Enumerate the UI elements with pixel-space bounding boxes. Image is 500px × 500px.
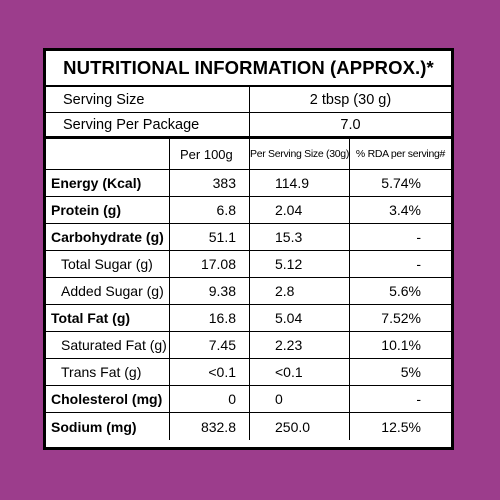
value-per-100g: 17.08: [170, 251, 250, 277]
serving-per-package-row: Serving Per Package 7.0: [46, 113, 451, 139]
serving-size-value: 2 tbsp (30 g): [309, 91, 392, 108]
value-rda: -: [416, 229, 421, 245]
table-row: Trans Fat (g) <0.1 <0.1 5%: [46, 359, 451, 386]
value-rda: 12.5%: [381, 418, 421, 435]
nutrient-name: Trans Fat (g): [46, 359, 170, 385]
value-rda: -: [416, 256, 421, 272]
value-per-100g: 51.1: [170, 224, 250, 250]
value-per-100g: 0: [170, 386, 250, 412]
column-header-row: Per 100g Per Serving Size (30g) % RDA pe…: [46, 139, 451, 170]
serving-per-package-value: 7.0: [340, 116, 361, 133]
value-per-100g: 7.45: [170, 332, 250, 358]
value-per-serving: 2.8: [250, 278, 350, 304]
value-per-100g: 9.38: [170, 278, 250, 304]
value-rda: 3.4%: [389, 202, 421, 218]
header-rda: % RDA per serving#: [355, 148, 446, 160]
value-per-100g: <0.1: [170, 359, 250, 385]
header-name: [46, 139, 170, 169]
value-per-serving: 114.9: [250, 170, 350, 196]
nutrient-name: Cholesterol (mg): [46, 386, 170, 412]
value-per-serving: 5.12: [250, 251, 350, 277]
nutrient-name: Added Sugar (g): [46, 278, 170, 304]
table-row: Added Sugar (g) 9.38 2.8 5.6%: [46, 278, 451, 305]
nutrient-name: Energy (Kcal): [46, 170, 170, 196]
table-title: NUTRITIONAL INFORMATION (APPROX.)*: [46, 51, 451, 87]
header-per-serving: Per Serving Size (30g): [250, 139, 350, 169]
table-row: Cholesterol (mg) 0 0-: [46, 386, 451, 413]
serving-size-row: Serving Size 2 tbsp (30 g): [46, 87, 451, 113]
value-rda: 10.1%: [381, 337, 421, 353]
value-per-100g: 6.8: [170, 197, 250, 223]
table-row: Energy (Kcal) 383 114.9 5.74%: [46, 170, 451, 197]
nutrient-name: Total Fat (g): [46, 305, 170, 331]
value-per-serving: 2.04: [250, 197, 350, 223]
table-row: Saturated Fat (g) 7.45 2.23 10.1%: [46, 332, 451, 359]
value-per-serving: 0: [250, 386, 350, 412]
nutrition-table: NUTRITIONAL INFORMATION (APPROX.)* Servi…: [43, 48, 454, 450]
value-rda: 7.52%: [381, 310, 421, 326]
serving-per-package-label: Serving Per Package: [46, 113, 250, 136]
nutrient-name: Total Sugar (g): [46, 251, 170, 277]
nutrient-name: Carbohydrate (g): [46, 224, 170, 250]
table-row: Total Sugar (g) 17.08 5.12 -: [46, 251, 451, 278]
table-row: Protein (g) 6.8 2.04 3.4%: [46, 197, 451, 224]
nutrient-name: Protein (g): [46, 197, 170, 223]
value-per-serving: 5.04: [250, 305, 350, 331]
value-rda: 5%: [400, 364, 421, 380]
value-rda: 5.6%: [389, 283, 421, 299]
table-row: Total Fat (g) 16.8 5.04 7.52%: [46, 305, 451, 332]
nutrient-name: Sodium (mg): [46, 413, 170, 440]
value-per-100g: 832.8: [170, 413, 250, 440]
value-per-serving: 250.0: [250, 413, 350, 440]
header-per-100g: Per 100g: [170, 139, 250, 169]
serving-size-label: Serving Size: [46, 87, 250, 112]
nutrient-rows: Energy (Kcal) 383 114.9 5.74% Protein (g) 6.8…: [46, 170, 451, 440]
table-row: Sodium (mg) 832.8 250.0 12.5%: [46, 413, 451, 440]
value-per-serving: 2.23: [250, 332, 350, 358]
nutrient-name: Saturated Fat (g): [46, 332, 170, 358]
value-per-serving: 15.3: [250, 224, 350, 250]
table-row: Carbohydrate (g) 51.1 15.3 -: [46, 224, 451, 251]
value-per-serving: <0.1: [250, 359, 350, 385]
value-per-100g: 16.8: [170, 305, 250, 331]
value-per-100g: 383: [170, 170, 250, 196]
value-rda: 5.74%: [381, 175, 421, 191]
value-rda: -: [416, 391, 421, 407]
